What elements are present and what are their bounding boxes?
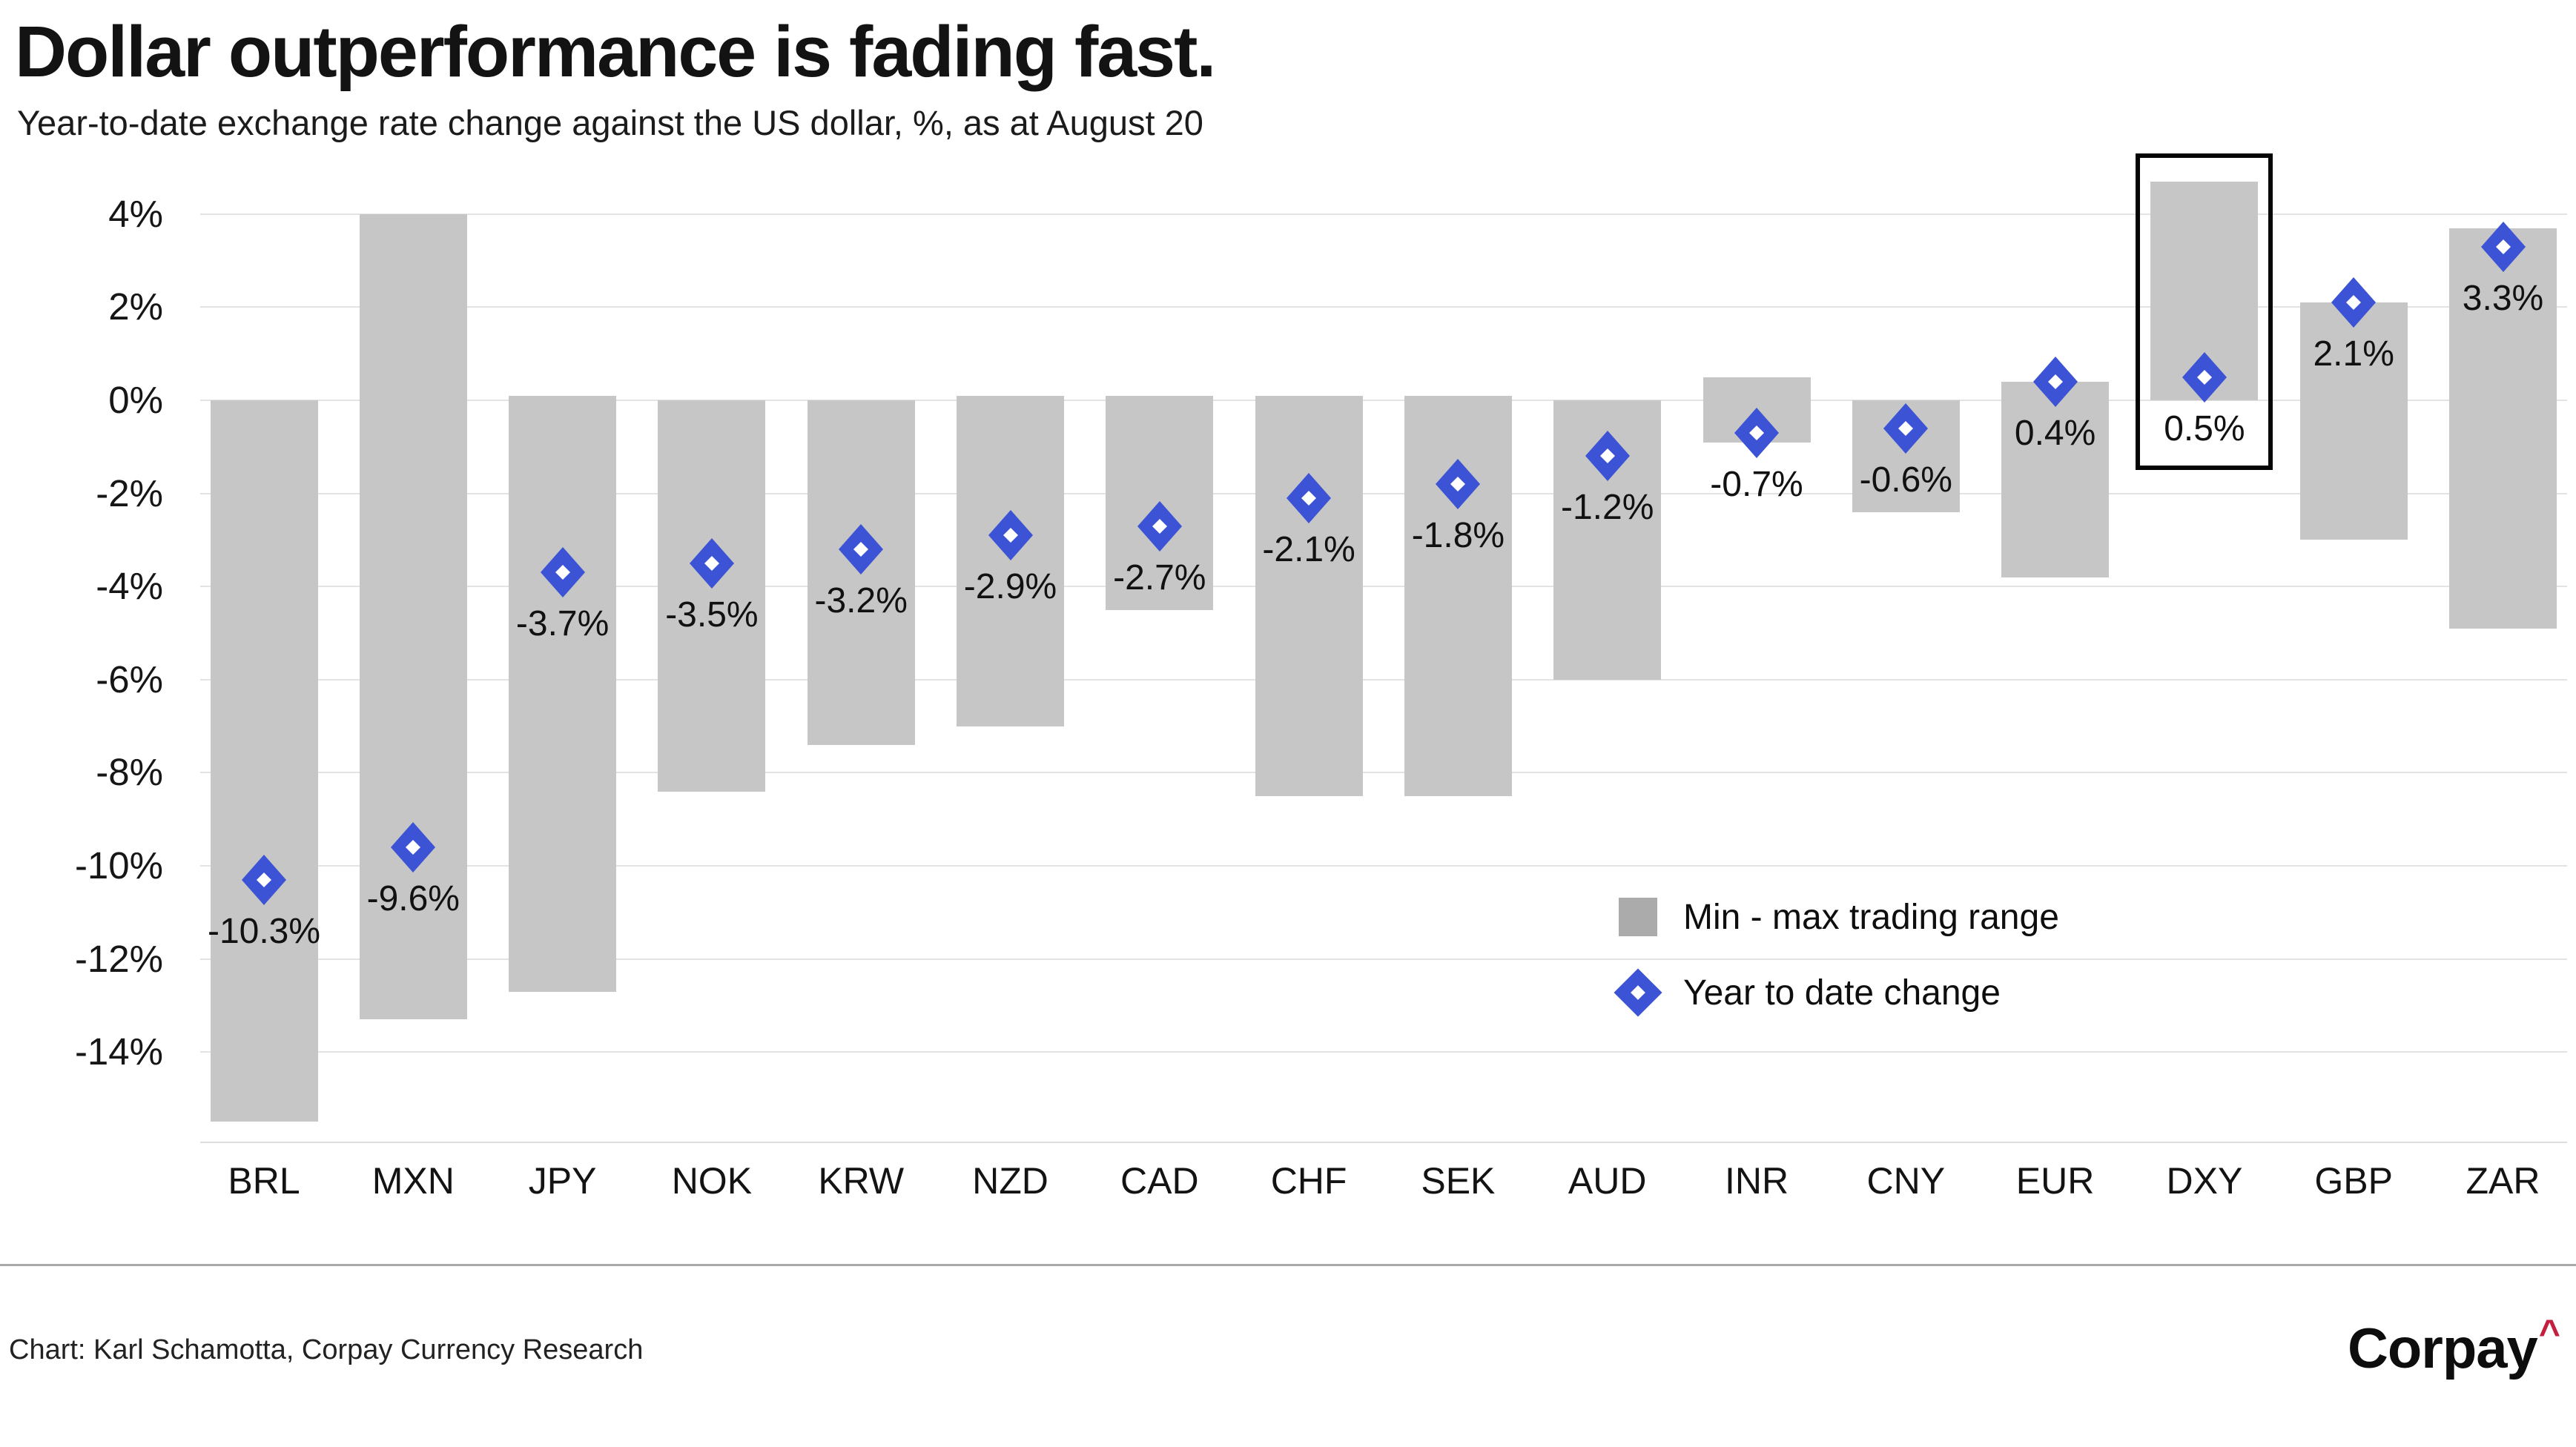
range-bar-mxn <box>359 213 467 1020</box>
footer-divider <box>0 1264 2576 1266</box>
x-axis-label-cny: CNY <box>1866 1160 1946 1202</box>
x-axis-label-sek: SEK <box>1421 1160 1496 1202</box>
range-bar-nok <box>658 400 766 792</box>
y-axis-label: 2% <box>108 285 163 328</box>
value-label-brl: -10.3% <box>207 911 321 951</box>
y-axis-label: 4% <box>108 192 163 235</box>
x-axis-label-gbp: GBP <box>2314 1160 2393 1202</box>
ytd-diamond-gbp <box>2331 277 2377 328</box>
value-label-chf: -2.1% <box>1262 529 1355 569</box>
corpay-logo-text: Corpay <box>2347 1317 2538 1380</box>
x-axis-label-zar: ZAR <box>2466 1160 2540 1202</box>
x-axis-label-aud: AUD <box>1568 1160 1647 1202</box>
ytd-diamond-brl <box>242 854 286 905</box>
value-label-gbp: 2.1% <box>2313 334 2394 374</box>
ytd-diamond-nzd <box>988 510 1033 561</box>
legend-range-label: Min - max trading range <box>1683 897 2059 937</box>
range-bar-jpy <box>509 395 617 992</box>
value-label-aud: -1.2% <box>1560 488 1654 528</box>
ytd-diamond-aud <box>1585 431 1630 482</box>
range-bar-nzd <box>957 395 1064 726</box>
y-axis-label: -14% <box>74 1030 163 1073</box>
gridline <box>200 772 2567 774</box>
range-bar-sek <box>1404 395 1512 796</box>
legend-ytd-icon-wrap <box>1614 968 1662 1017</box>
x-axis-label-nzd: NZD <box>972 1160 1048 1202</box>
chart-title: Dollar outperformance is fading fast. <box>15 11 1216 92</box>
ytd-diamond-dxy <box>2182 351 2227 403</box>
x-axis-label-cad: CAD <box>1120 1160 1199 1202</box>
legend-item-ytd: Year to date change <box>1614 955 2059 1030</box>
y-axis-label: -2% <box>96 471 163 514</box>
legend-ytd-label: Year to date change <box>1683 973 2001 1013</box>
value-label-sek: -1.8% <box>1411 516 1505 556</box>
x-axis-label-eur: EUR <box>2015 1160 2095 1202</box>
range-bar-brl <box>210 400 318 1122</box>
value-label-cad: -2.7% <box>1113 557 1206 597</box>
value-label-dxy: 0.5% <box>2164 408 2245 448</box>
ytd-diamond-eur <box>2032 356 2078 407</box>
ytd-diamond-jpy <box>540 547 585 598</box>
gridline <box>200 678 2567 681</box>
ytd-diamond-sek <box>1436 459 1481 510</box>
axis-floor-line <box>200 1142 2567 1143</box>
x-axis-label-mxn: MXN <box>371 1160 455 1202</box>
footer-credit: Chart: Karl Schamotta, Corpay Currency R… <box>9 1334 644 1365</box>
gridline <box>200 586 2567 588</box>
y-axis-label: 0% <box>108 379 163 421</box>
ytd-diamond-cny <box>1883 403 1929 454</box>
range-bar-gbp <box>2299 302 2408 540</box>
value-label-nzd: -2.9% <box>963 567 1057 607</box>
range-bar-eur <box>2001 381 2110 577</box>
x-axis-label-dxy: DXY <box>2166 1160 2243 1202</box>
range-swatch-icon <box>1619 898 1657 936</box>
gridline <box>200 865 2567 867</box>
value-label-mxn: -9.6% <box>366 878 460 918</box>
ytd-diamond-icon <box>1614 968 1662 1017</box>
x-axis-label-nok: NOK <box>671 1160 753 1202</box>
x-axis-label-inr: INR <box>1724 1160 1789 1202</box>
value-label-nok: -3.5% <box>665 595 759 635</box>
y-axis-label: -4% <box>96 565 163 608</box>
gridline <box>200 306 2567 308</box>
y-axis-label: -10% <box>74 844 163 887</box>
ytd-diamond-cad <box>1137 500 1182 552</box>
value-label-jpy: -3.7% <box>515 604 610 644</box>
gridline <box>200 492 2567 494</box>
gridline <box>200 400 2567 401</box>
x-axis-label-brl: BRL <box>228 1160 300 1202</box>
x-axis-label-krw: KRW <box>818 1160 905 1202</box>
ytd-diamond-zar <box>2480 221 2526 272</box>
ytd-diamond-mxn <box>391 821 436 872</box>
gridline <box>200 958 2567 960</box>
y-axis-label: -6% <box>96 658 163 701</box>
legend: Min - max trading range Year to date cha… <box>1614 879 2059 1030</box>
range-bar-chf <box>1255 395 1363 796</box>
value-label-inr: -0.7% <box>1710 464 1803 504</box>
value-label-eur: 0.4% <box>2014 413 2096 453</box>
gridline <box>200 1051 2567 1053</box>
y-axis-label: -12% <box>74 937 163 980</box>
ytd-diamond-chf <box>1287 472 1332 523</box>
corpay-logo-caret: ^ <box>2538 1312 2560 1354</box>
value-label-krw: -3.2% <box>814 580 908 620</box>
chart-subtitle: Year-to-date exchange rate change agains… <box>17 103 1203 142</box>
range-bar-zar <box>2449 228 2557 629</box>
ytd-diamond-inr <box>1734 407 1779 458</box>
y-axis-label: -8% <box>96 751 163 794</box>
legend-range-icon-wrap <box>1614 898 1662 936</box>
ytd-diamond-nok <box>689 537 734 589</box>
corpay-logo: Corpay^ <box>2347 1312 2560 1381</box>
x-axis-label-jpy: JPY <box>528 1160 597 1202</box>
value-label-zar: 3.3% <box>2462 278 2544 318</box>
legend-item-range: Min - max trading range <box>1614 879 2059 955</box>
x-axis-label-chf: CHF <box>1270 1160 1347 1202</box>
value-label-cny: -0.6% <box>1859 460 1952 500</box>
gridline <box>200 213 2567 215</box>
ytd-diamond-krw <box>839 523 884 575</box>
highlight-box-dxy <box>2136 153 2273 470</box>
